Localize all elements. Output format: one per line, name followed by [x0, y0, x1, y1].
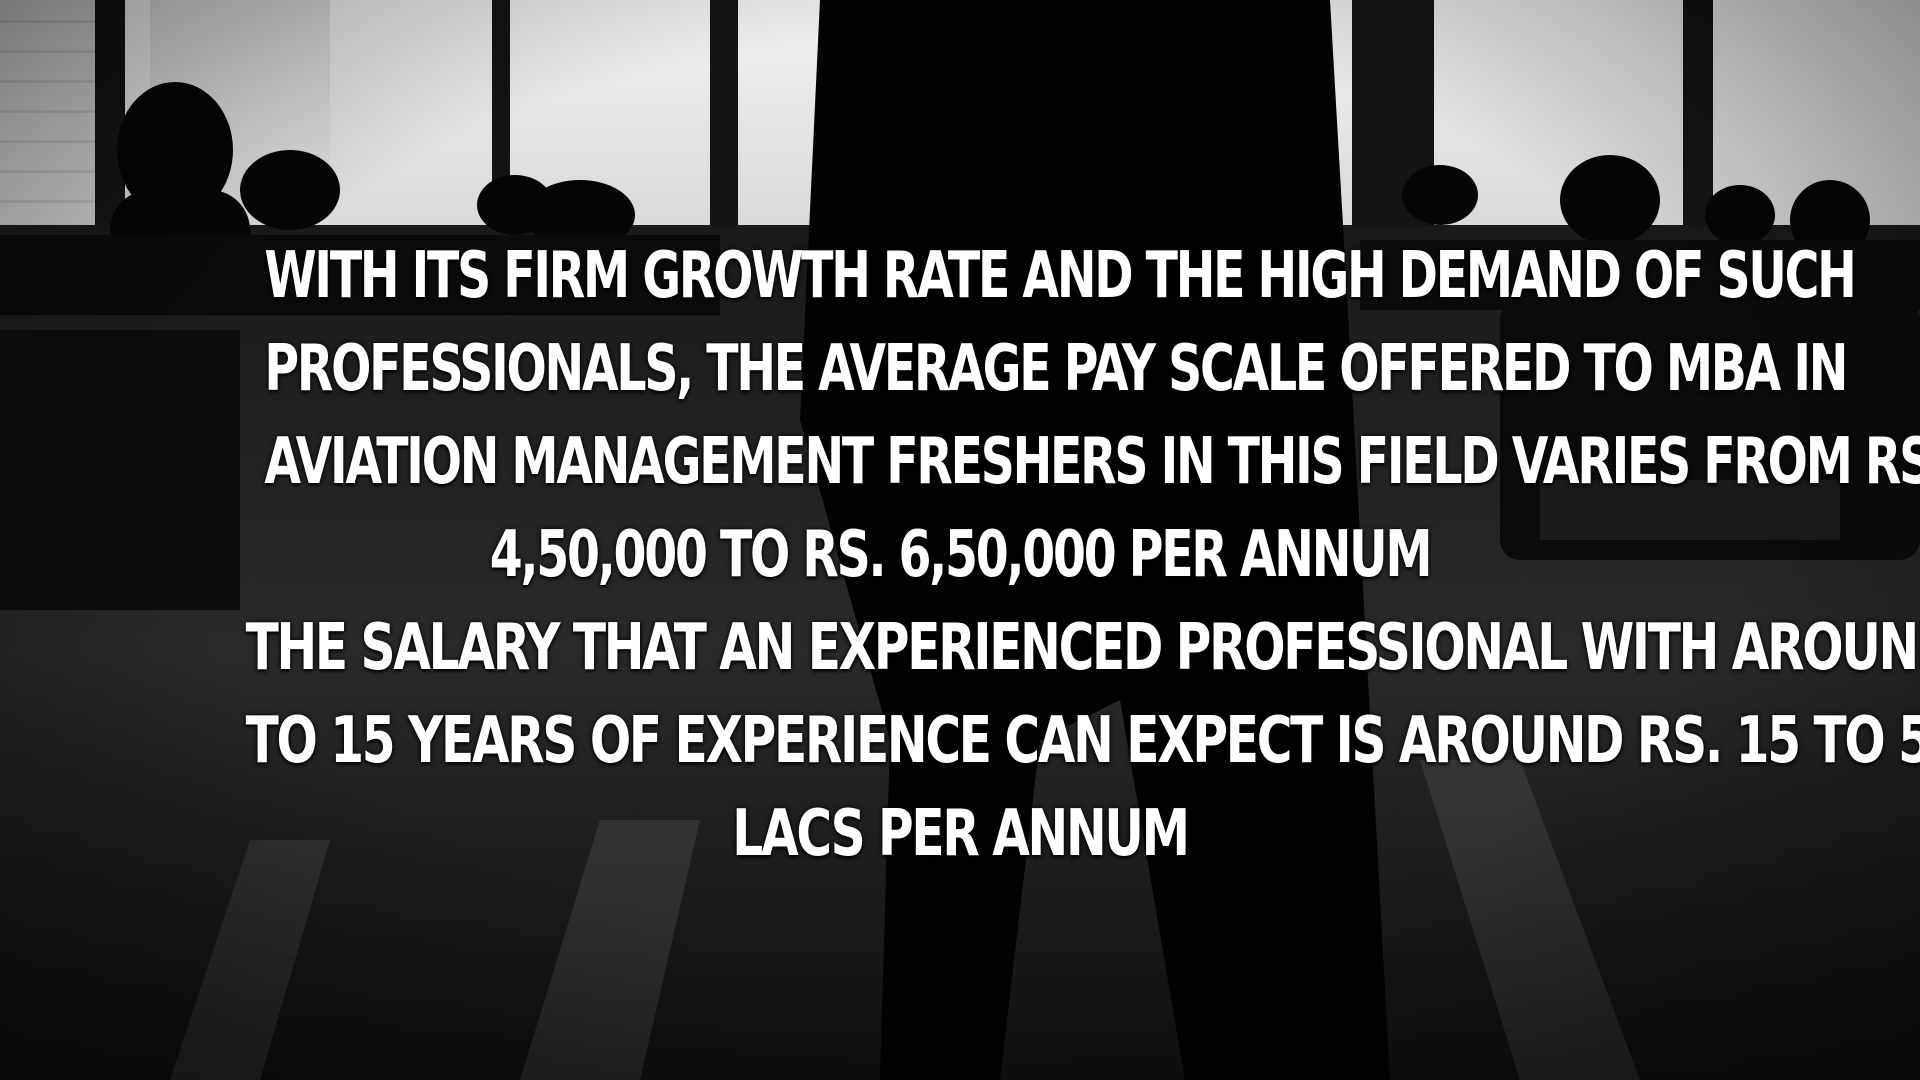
- caption-line: TO 15 YEARS OF EXPERIENCE CAN EXPECT IS …: [245, 704, 1920, 778]
- caption-line: LACS PER ANNUM: [732, 797, 1190, 871]
- caption-line: WITH ITS FIRM GROWTH RATE AND THE HIGH D…: [264, 239, 1856, 313]
- caption-overlay: WITH ITS FIRM GROWTH RATE AND THE HIGH D…: [20, 230, 1920, 881]
- caption-line: AVIATION MANAGEMENT FRESHERS IN THIS FIE…: [264, 425, 1920, 499]
- caption-line: 4,50,000 TO RS. 6,50,000 PER ANNUM: [489, 518, 1433, 592]
- caption-line: PROFESSIONALS, THE AVERAGE PAY SCALE OFF…: [264, 332, 1848, 406]
- caption-line: THE SALARY THAT AN EXPERIENCED PROFESSIO…: [245, 611, 1920, 685]
